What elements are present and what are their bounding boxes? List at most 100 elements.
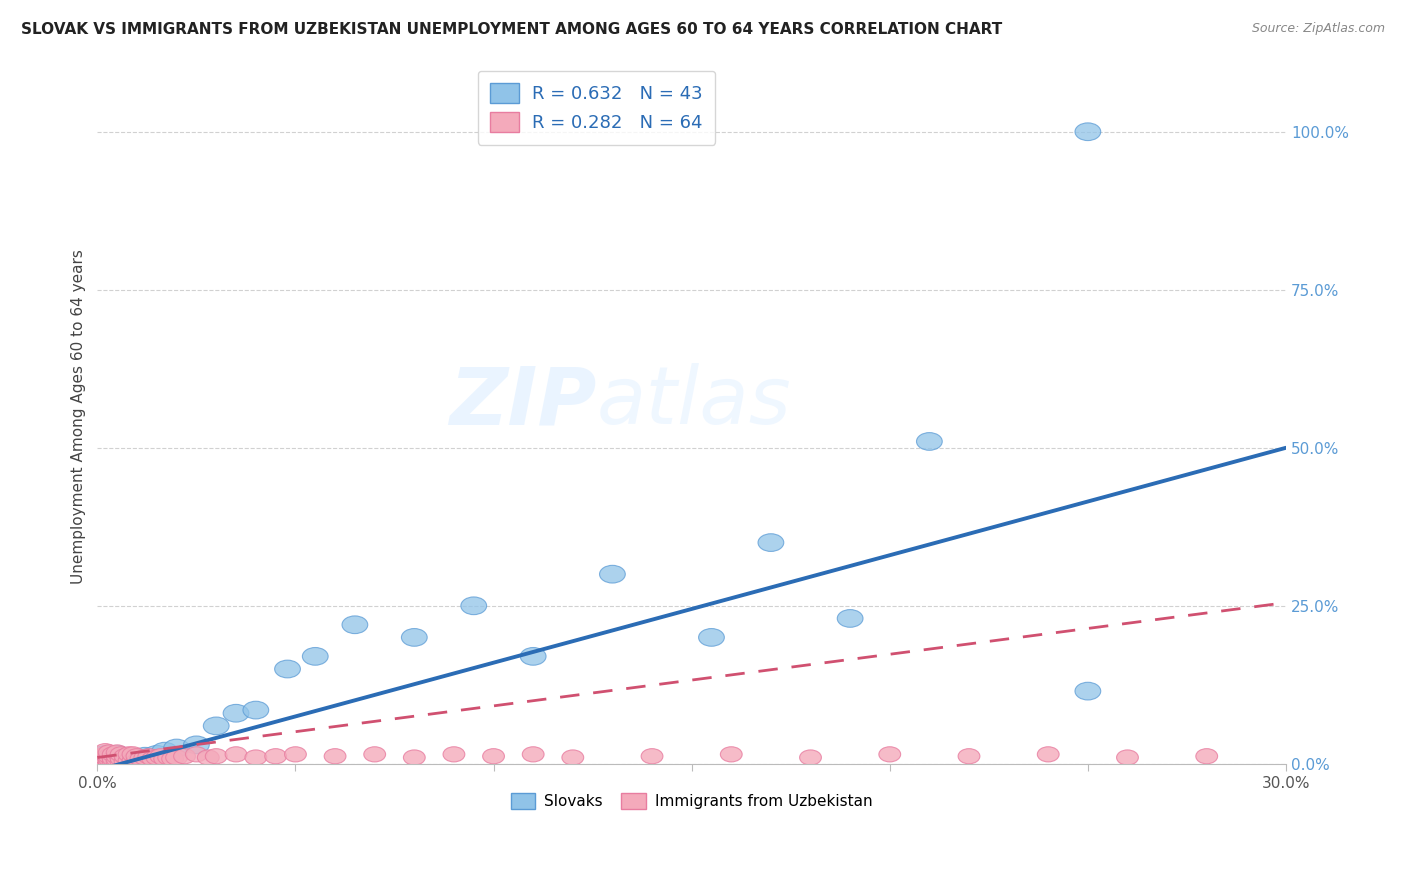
Ellipse shape <box>162 751 184 766</box>
Ellipse shape <box>138 748 160 764</box>
Ellipse shape <box>122 747 143 762</box>
Ellipse shape <box>224 705 249 723</box>
Ellipse shape <box>107 745 128 760</box>
Ellipse shape <box>118 747 141 762</box>
Ellipse shape <box>90 753 112 768</box>
Ellipse shape <box>94 744 117 759</box>
Ellipse shape <box>93 752 118 770</box>
Ellipse shape <box>90 748 112 764</box>
Ellipse shape <box>89 752 114 770</box>
Ellipse shape <box>173 748 195 764</box>
Ellipse shape <box>90 755 112 770</box>
Ellipse shape <box>136 748 162 766</box>
Ellipse shape <box>112 752 138 770</box>
Ellipse shape <box>284 747 307 762</box>
Ellipse shape <box>1038 747 1059 762</box>
Ellipse shape <box>94 753 117 768</box>
Ellipse shape <box>120 751 146 769</box>
Ellipse shape <box>94 755 117 770</box>
Text: Source: ZipAtlas.com: Source: ZipAtlas.com <box>1251 22 1385 36</box>
Ellipse shape <box>1076 123 1101 141</box>
Ellipse shape <box>97 752 122 770</box>
Ellipse shape <box>482 748 505 764</box>
Ellipse shape <box>110 751 132 766</box>
Ellipse shape <box>599 566 626 583</box>
Ellipse shape <box>117 750 142 768</box>
Ellipse shape <box>132 747 157 765</box>
Ellipse shape <box>104 746 129 764</box>
Ellipse shape <box>166 750 187 765</box>
Ellipse shape <box>103 751 124 766</box>
Ellipse shape <box>163 739 190 757</box>
Ellipse shape <box>112 748 138 766</box>
Ellipse shape <box>114 748 136 764</box>
Ellipse shape <box>103 754 124 769</box>
Ellipse shape <box>98 748 120 764</box>
Ellipse shape <box>325 748 346 764</box>
Ellipse shape <box>98 751 120 766</box>
Ellipse shape <box>118 753 141 768</box>
Ellipse shape <box>98 745 120 760</box>
Ellipse shape <box>110 755 132 770</box>
Ellipse shape <box>879 747 901 762</box>
Ellipse shape <box>107 752 128 767</box>
Ellipse shape <box>142 751 163 766</box>
Ellipse shape <box>108 752 134 770</box>
Ellipse shape <box>97 746 122 764</box>
Ellipse shape <box>93 746 118 764</box>
Ellipse shape <box>1197 748 1218 764</box>
Ellipse shape <box>98 755 120 770</box>
Ellipse shape <box>153 751 176 766</box>
Ellipse shape <box>104 748 129 766</box>
Ellipse shape <box>107 748 128 764</box>
Ellipse shape <box>1116 750 1139 765</box>
Ellipse shape <box>108 748 134 766</box>
Ellipse shape <box>103 747 124 762</box>
Ellipse shape <box>404 750 425 765</box>
Ellipse shape <box>93 748 118 766</box>
Ellipse shape <box>562 750 583 765</box>
Ellipse shape <box>205 748 228 764</box>
Ellipse shape <box>720 747 742 762</box>
Ellipse shape <box>197 750 219 765</box>
Ellipse shape <box>100 752 127 770</box>
Ellipse shape <box>97 748 122 766</box>
Ellipse shape <box>100 748 127 766</box>
Text: ZIP: ZIP <box>449 363 596 442</box>
Ellipse shape <box>94 750 117 765</box>
Ellipse shape <box>157 750 180 765</box>
Ellipse shape <box>245 750 267 765</box>
Ellipse shape <box>522 747 544 762</box>
Ellipse shape <box>225 747 247 762</box>
Ellipse shape <box>146 750 167 765</box>
Ellipse shape <box>204 717 229 735</box>
Ellipse shape <box>127 748 148 764</box>
Ellipse shape <box>184 736 209 754</box>
Ellipse shape <box>837 609 863 627</box>
Ellipse shape <box>699 629 724 646</box>
Ellipse shape <box>124 748 150 766</box>
Ellipse shape <box>342 615 368 633</box>
Ellipse shape <box>110 747 132 762</box>
Ellipse shape <box>94 747 117 762</box>
Ellipse shape <box>89 748 114 766</box>
Text: atlas: atlas <box>596 363 792 442</box>
Legend: Slovaks, Immigrants from Uzbekistan: Slovaks, Immigrants from Uzbekistan <box>505 787 879 815</box>
Ellipse shape <box>114 754 136 769</box>
Y-axis label: Unemployment Among Ages 60 to 64 years: Unemployment Among Ages 60 to 64 years <box>72 249 86 583</box>
Ellipse shape <box>107 755 128 770</box>
Ellipse shape <box>917 433 942 450</box>
Ellipse shape <box>264 748 287 764</box>
Ellipse shape <box>122 753 143 768</box>
Ellipse shape <box>402 629 427 646</box>
Ellipse shape <box>800 750 821 765</box>
Ellipse shape <box>443 747 465 762</box>
Ellipse shape <box>758 533 783 551</box>
Ellipse shape <box>274 660 301 678</box>
Ellipse shape <box>129 751 152 766</box>
Ellipse shape <box>243 701 269 719</box>
Ellipse shape <box>90 751 112 766</box>
Ellipse shape <box>150 748 172 764</box>
Ellipse shape <box>143 746 170 764</box>
Ellipse shape <box>127 754 148 769</box>
